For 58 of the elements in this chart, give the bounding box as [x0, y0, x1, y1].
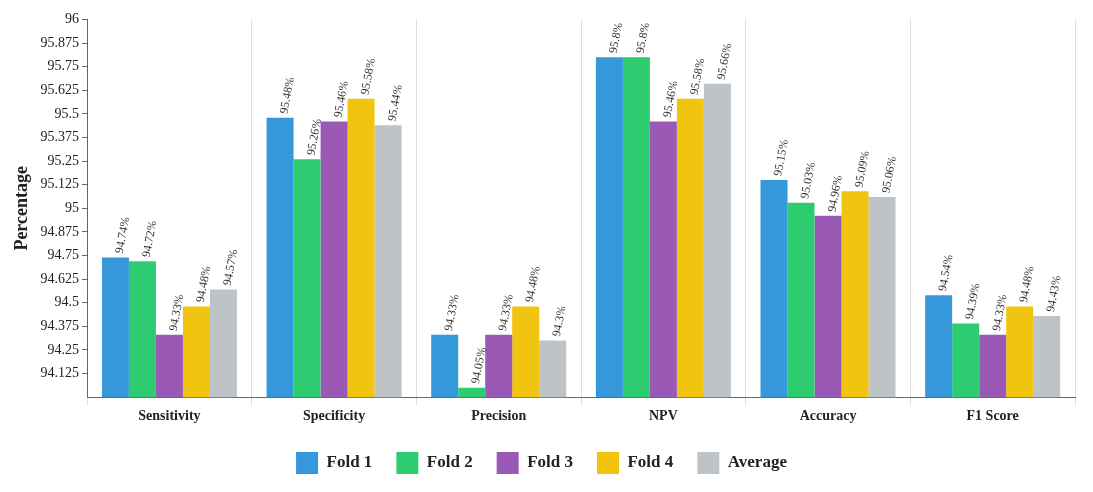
data-label: 94.43%	[1042, 274, 1064, 314]
data-label: 95.48%	[276, 75, 298, 115]
data-label: 94.33%	[441, 293, 462, 333]
data-label: 94.54%	[934, 253, 956, 293]
legend-label: Fold 4	[627, 452, 674, 472]
y-axis-title: Percentage	[11, 165, 32, 251]
y-tick-label: 94.5	[54, 294, 80, 310]
x-tick-label: Sensitivity	[138, 408, 201, 424]
y-tick-label: 95	[65, 199, 80, 215]
y-tick-label: 94.75	[47, 247, 80, 263]
data-label: 94.33%	[988, 293, 1010, 333]
legend-label: Fold 1	[326, 452, 373, 472]
y-tick-label: 94.25	[47, 341, 80, 357]
data-label: 95.06%	[878, 155, 899, 195]
x-tick-label: NPV	[648, 408, 678, 424]
y-tick-label: 94.625	[40, 270, 80, 286]
legend-label: Fold 3	[527, 452, 573, 472]
data-label: 94.57%	[219, 247, 241, 287]
data-label: 95.03%	[797, 160, 818, 200]
data-label: 94.48%	[522, 264, 543, 304]
data-label: 95.09%	[851, 149, 872, 189]
y-tick-label: 95.75	[47, 58, 80, 74]
data-label: 95.44%	[384, 83, 406, 123]
data-label: 94.33%	[165, 293, 187, 333]
y-tick-label: 94.125	[40, 365, 80, 381]
y-tick-label: 96	[65, 11, 80, 27]
data-label: 95.46%	[659, 79, 681, 119]
y-tick-label: 95.5	[54, 105, 80, 121]
data-label: 95.26%	[303, 117, 325, 157]
data-label: 95.8%	[605, 21, 626, 55]
data-label: 95.46%	[330, 79, 352, 119]
data-label: 95.8%	[632, 21, 653, 55]
x-tick-label: Precision	[471, 408, 527, 424]
data-label: 94.33%	[495, 293, 516, 333]
data-label: 94.74%	[111, 215, 133, 255]
legend-label: Average	[727, 452, 788, 472]
data-label: 95.58%	[686, 56, 708, 96]
y-tick-label: 95.25	[47, 152, 80, 168]
y-tick-label: 95.875	[40, 34, 80, 50]
data-label: 94.3%	[549, 304, 569, 338]
legend-label: Fold 2	[426, 452, 473, 472]
data-label: 94.05%	[468, 345, 489, 385]
y-tick-label: 94.875	[40, 223, 80, 239]
data-label: 95.58%	[357, 56, 379, 96]
x-tick-label: F1 Score	[966, 408, 1019, 424]
data-label: 95.66%	[713, 41, 735, 81]
y-tick-label: 94.375	[40, 318, 80, 334]
y-tick-label: 95.125	[40, 176, 80, 192]
data-label: 94.72%	[138, 219, 160, 259]
data-label: 94.96%	[824, 174, 845, 214]
y-tick-label: 95.375	[40, 129, 80, 145]
x-tick-label: Accuracy	[799, 408, 857, 424]
data-label: 94.48%	[1015, 264, 1037, 304]
data-label: 94.39%	[961, 281, 983, 321]
data-label: 95.15%	[770, 138, 791, 178]
y-tick-label: 95.625	[40, 81, 80, 97]
x-tick-label: Specificity	[302, 408, 366, 424]
data-label: 94.48%	[192, 264, 214, 304]
